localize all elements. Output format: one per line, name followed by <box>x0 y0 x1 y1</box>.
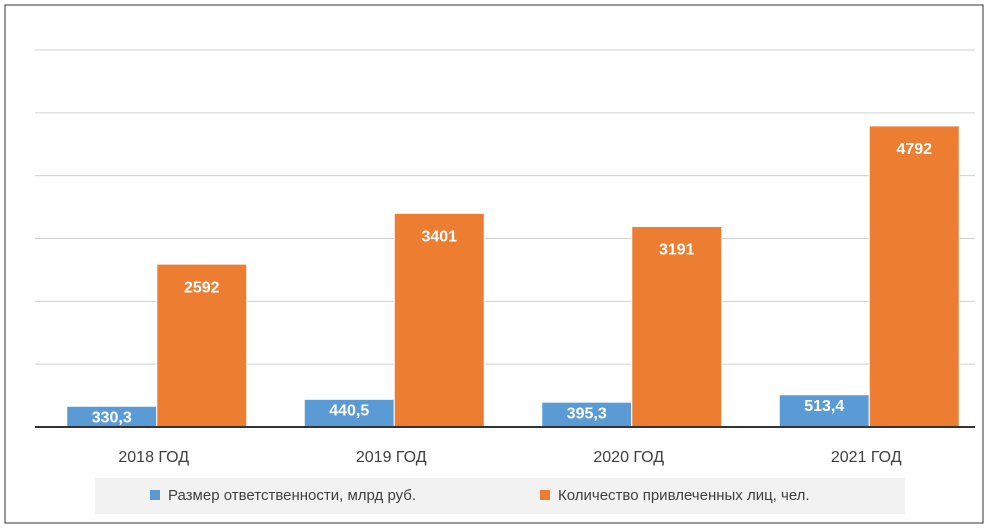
legend-swatch <box>150 490 160 500</box>
data-label: 440,5 <box>329 403 369 420</box>
x-tick-label: 2018 ГОД <box>118 449 189 466</box>
bar <box>393 212 485 428</box>
x-tick-label: 2019 ГОД <box>356 449 427 466</box>
x-tick-label: 2021 ГОД <box>831 449 902 466</box>
bar <box>868 125 960 428</box>
bar <box>631 225 723 428</box>
chart-frame <box>4 4 984 524</box>
data-label: 4792 <box>896 141 932 158</box>
data-label: 395,3 <box>567 405 607 422</box>
data-label: 2592 <box>184 279 220 296</box>
legend-label: Размер ответственности, млрд руб. <box>168 487 416 504</box>
legend-label: Количество привлеченных лиц, чел. <box>558 487 810 504</box>
legend-box <box>95 478 905 514</box>
data-label: 3191 <box>659 242 695 259</box>
data-label: 3401 <box>421 229 457 246</box>
x-tick-label: 2020 ГОД <box>593 449 664 466</box>
bar <box>156 263 248 428</box>
data-label: 513,4 <box>804 398 844 415</box>
data-label: 330,3 <box>92 409 132 426</box>
legend-swatch <box>540 490 550 500</box>
